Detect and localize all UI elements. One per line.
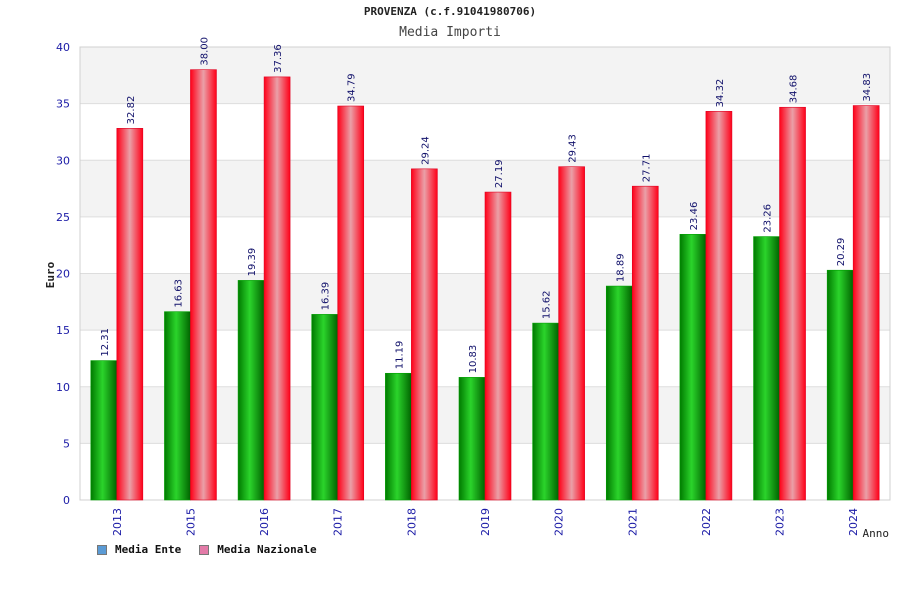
y-tick-label: 15 bbox=[56, 324, 70, 337]
data-label-media-ente: 19.39 bbox=[247, 248, 258, 277]
y-tick-label: 0 bbox=[63, 494, 70, 507]
bar-media-nazionale bbox=[116, 128, 144, 501]
x-tick-label: 2020 bbox=[553, 508, 566, 536]
y-tick-label: 5 bbox=[63, 437, 70, 450]
legend-swatch-media-nazionale bbox=[199, 544, 210, 555]
y-tick-label: 35 bbox=[56, 98, 70, 111]
bars bbox=[90, 69, 880, 501]
bar-media-nazionale bbox=[484, 191, 512, 501]
x-tick-label: 2024 bbox=[847, 508, 860, 536]
x-tick-label: 2013 bbox=[111, 508, 124, 536]
data-labels: 12.31 32.82 16.63 38.00 19.39 37.36 16.39 34.79… bbox=[100, 37, 873, 373]
data-label-media-nazionale: 38.00 bbox=[199, 37, 210, 66]
data-label-media-ente: 15.62 bbox=[542, 290, 553, 319]
data-label-media-nazionale: 29.43 bbox=[568, 134, 579, 163]
bar-media-nazionale bbox=[779, 106, 806, 501]
x-tick-label: 2015 bbox=[184, 508, 197, 536]
data-label-media-nazionale: 27.19 bbox=[494, 159, 505, 188]
data-label-media-ente: 10.83 bbox=[468, 345, 479, 374]
data-label-media-nazionale: 29.24 bbox=[420, 136, 431, 165]
legend-label-media-nazionale: Media Nazionale bbox=[217, 543, 317, 556]
y-tick-label: 10 bbox=[56, 381, 70, 394]
bar-media-ente bbox=[532, 322, 559, 501]
y-axis-ticks: 0 5 10 15 20 25 30 35 40 bbox=[56, 41, 70, 507]
data-label-media-nazionale: 34.32 bbox=[715, 79, 726, 108]
bar-media-nazionale bbox=[337, 105, 365, 501]
data-label-media-ente: 11.19 bbox=[394, 341, 405, 370]
data-label-media-ente: 23.46 bbox=[689, 202, 700, 231]
bar-media-ente bbox=[164, 311, 191, 501]
bar-media-ente bbox=[385, 372, 412, 501]
bar-media-ente bbox=[826, 269, 854, 501]
data-label-media-nazionale: 34.83 bbox=[862, 73, 873, 102]
data-label-media-ente: 18.89 bbox=[615, 253, 626, 282]
bar-media-nazionale bbox=[852, 105, 880, 501]
bar-media-nazionale bbox=[263, 76, 291, 501]
x-tick-label: 2023 bbox=[774, 508, 787, 536]
chart-subtitle: Media Importi bbox=[399, 25, 501, 40]
bar-media-ente bbox=[237, 280, 265, 501]
data-label-media-ente: 16.39 bbox=[321, 282, 332, 311]
data-label-media-ente: 12.31 bbox=[100, 328, 111, 357]
x-tick-label: 2022 bbox=[700, 508, 713, 536]
data-label-media-nazionale: 32.82 bbox=[126, 96, 137, 125]
x-tick-label: 2017 bbox=[332, 508, 345, 536]
x-tick-label: 2019 bbox=[479, 508, 492, 536]
bar-media-nazionale bbox=[558, 166, 585, 501]
bar-media-ente bbox=[679, 234, 707, 501]
bar-media-ente bbox=[458, 377, 486, 501]
x-axis-title: Anno bbox=[863, 527, 890, 540]
bar-media-nazionale bbox=[705, 111, 733, 501]
bar-media-ente bbox=[90, 360, 118, 501]
y-tick-label: 25 bbox=[56, 211, 70, 224]
data-label-media-nazionale: 34.68 bbox=[789, 75, 800, 104]
legend-label-media-ente: Media Ente bbox=[115, 543, 182, 556]
legend-swatch-media-ente bbox=[97, 544, 107, 555]
bar-media-ente bbox=[753, 236, 780, 501]
data-label-media-ente: 20.29 bbox=[836, 238, 847, 267]
bar-media-ente bbox=[605, 285, 633, 501]
bar-media-ente bbox=[311, 314, 339, 501]
data-label-media-nazionale: 27.71 bbox=[641, 154, 652, 183]
legend: Media Ente Media Nazionale bbox=[97, 543, 317, 556]
data-label-media-nazionale: 34.79 bbox=[347, 73, 358, 102]
x-tick-label: 2021 bbox=[626, 508, 639, 536]
data-label-media-nazionale: 37.36 bbox=[273, 44, 284, 73]
x-tick-label: 2018 bbox=[405, 508, 418, 536]
x-axis-ticks: 2013 2015 2016 2017 2018 2019 2020 2021 2022 2023… bbox=[111, 508, 860, 536]
y-tick-label: 40 bbox=[56, 41, 70, 54]
bar-media-nazionale bbox=[631, 185, 659, 501]
y-tick-label: 30 bbox=[56, 154, 70, 167]
bar-media-nazionale bbox=[190, 69, 217, 501]
data-label-media-ente: 16.63 bbox=[173, 279, 184, 308]
data-label-media-ente: 23.26 bbox=[763, 204, 774, 233]
legend-item-media-nazionale: Media Nazionale bbox=[199, 543, 317, 556]
x-tick-label: 2016 bbox=[258, 508, 271, 536]
y-axis-title: Euro bbox=[44, 261, 57, 288]
legend-item-media-ente: Media Ente bbox=[97, 543, 181, 556]
chart-title: PROVENZA (c.f.91041980706) bbox=[363, 5, 537, 18]
y-tick-label: 20 bbox=[56, 268, 70, 281]
bar-media-nazionale bbox=[411, 168, 438, 501]
